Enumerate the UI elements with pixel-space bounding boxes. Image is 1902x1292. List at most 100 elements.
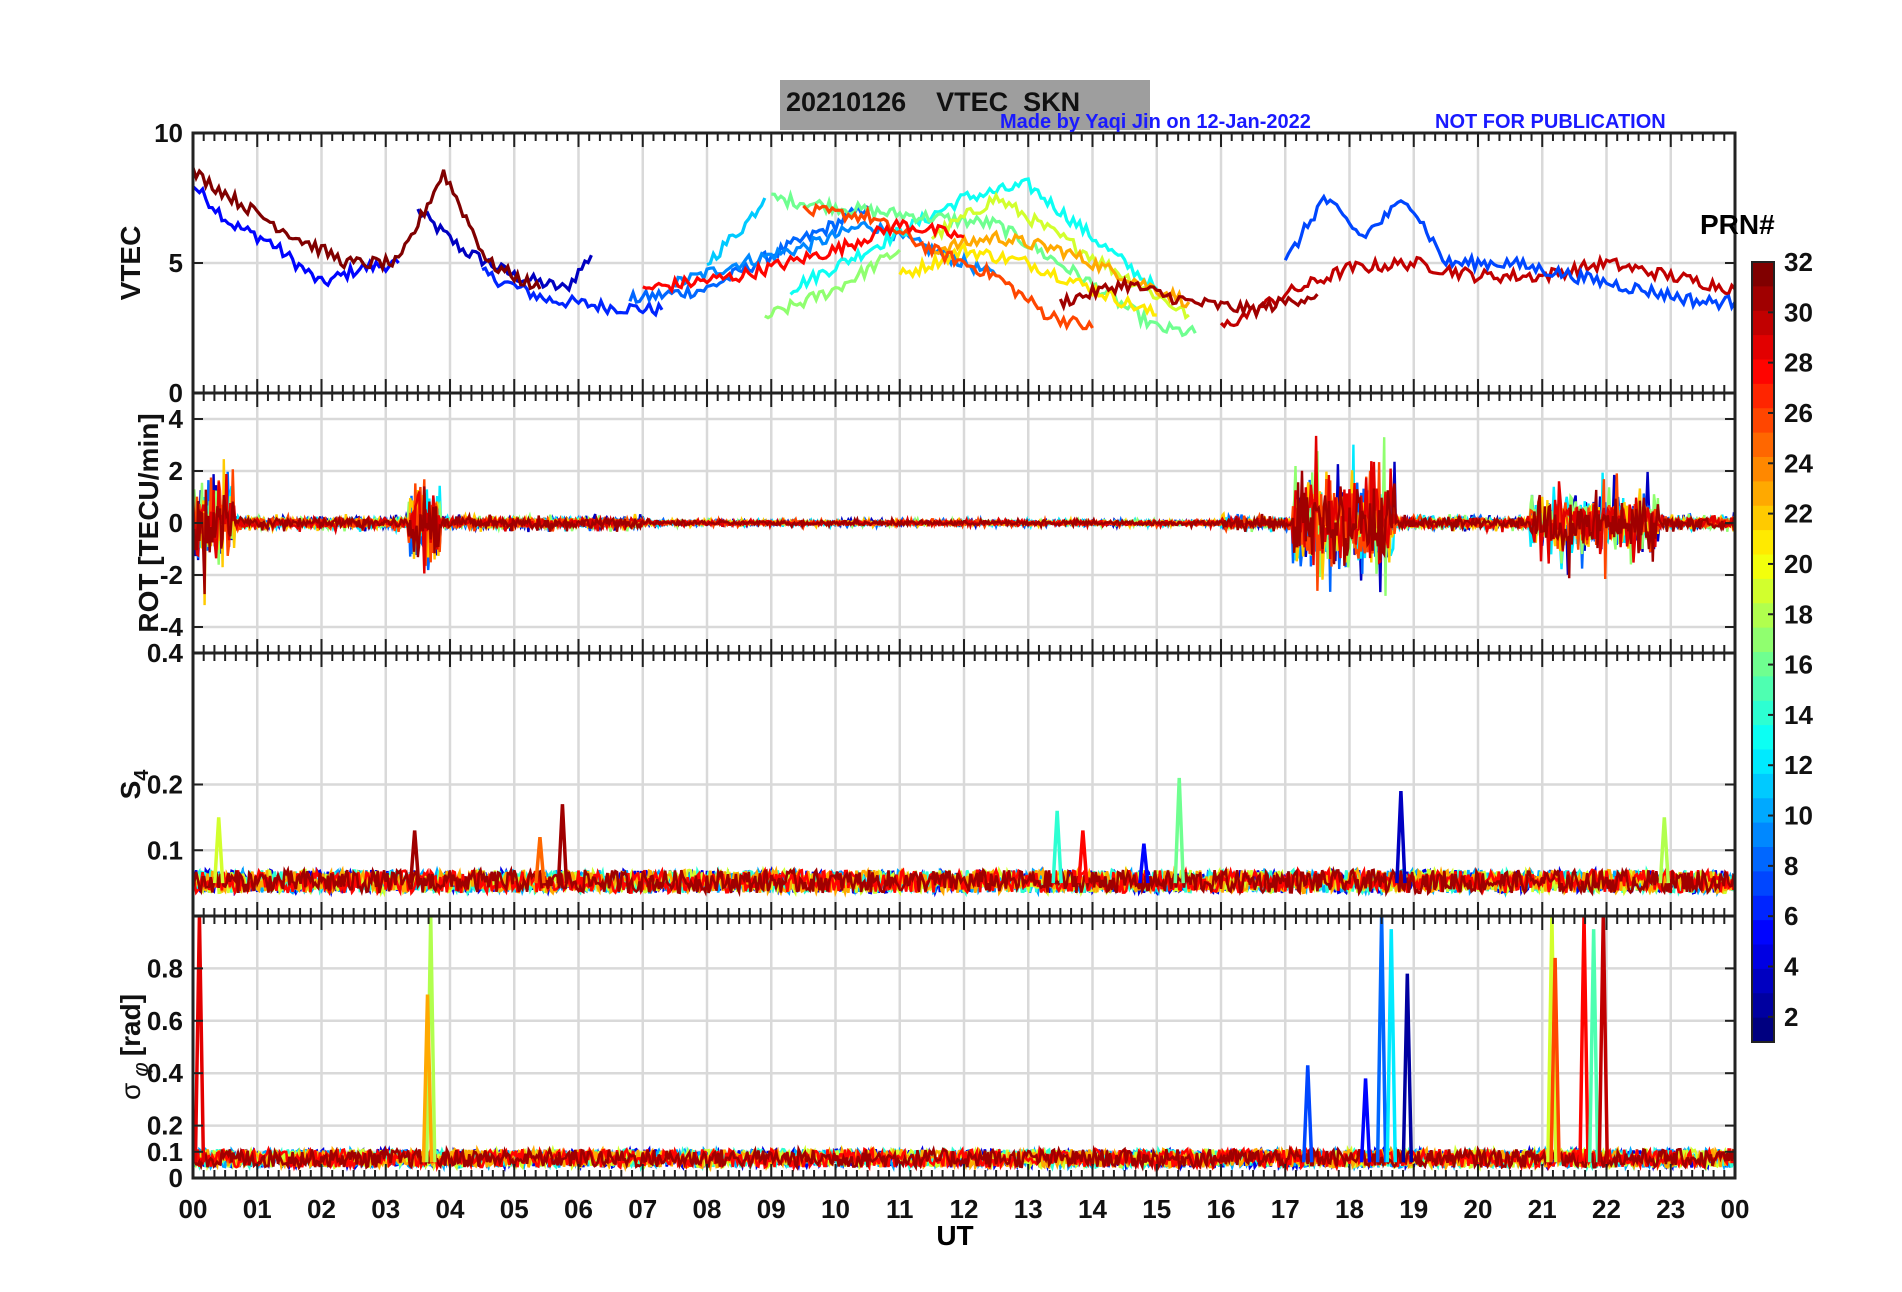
vtec-series-group: [193, 167, 1735, 338]
colorbar-segment: [1752, 725, 1774, 751]
colorbar-segment: [1752, 773, 1774, 800]
sigma_phi-spike-prn-26: [1549, 957, 1561, 1163]
x-tick-label: 15: [1142, 1194, 1171, 1224]
colorbar-segment: [1752, 481, 1774, 507]
sigma_phi-spike-prn-8: [1375, 916, 1388, 1163]
colorbar-segment: [1752, 944, 1774, 970]
rot-y-tick-label: -2: [160, 560, 183, 590]
s4-spike-prn-5: [1138, 843, 1150, 884]
colorbar-tick-label: 12: [1784, 750, 1813, 780]
x-tick-label: 00: [1721, 1194, 1750, 1224]
colorbar-segment: [1752, 457, 1774, 483]
text-layer: UT PRN#: [936, 209, 1775, 1251]
colorbar-segment: [1752, 895, 1774, 922]
colorbar-segment: [1752, 286, 1774, 312]
x-tick-label: 05: [500, 1194, 529, 1224]
rot-y-axis-label: ROT [TECU/min]: [133, 413, 164, 632]
x-axis-label: UT: [936, 1220, 973, 1251]
s4-y-tick-label: 0.1: [147, 835, 183, 865]
x-tick-label: 04: [436, 1194, 465, 1224]
x-tick-label: 08: [693, 1194, 722, 1224]
x-tick-label: 11: [886, 1194, 914, 1224]
s4-series-group: [193, 777, 1735, 898]
sigma_phi-y-tick-label: 0.1: [147, 1137, 183, 1167]
colorbar-segment: [1752, 700, 1774, 727]
rot-y-tick-label: 2: [169, 456, 183, 486]
s4-y-tick-label: 0.4: [147, 638, 184, 668]
sigma_phi-y-tick-label: 0: [169, 1163, 183, 1193]
colorbar-tick-label: 6: [1784, 901, 1798, 931]
colorbar-segment: [1752, 505, 1774, 532]
vtec-series-prn-5: [193, 185, 400, 288]
vtec-series-prn-32: [193, 167, 542, 291]
colorbar-tick-label: 4: [1784, 952, 1799, 982]
colorbar-segment: [1752, 627, 1774, 653]
vtec-series-prn-3: [416, 208, 593, 293]
x-tick-label: 02: [307, 1194, 336, 1224]
sigma_phi-spike-prn-5: [1359, 1078, 1372, 1163]
colorbar-segment: [1752, 1017, 1774, 1043]
vtec-series-prn-7: [1283, 193, 1735, 312]
colorbar-segment: [1752, 578, 1774, 605]
sigma-phi-y-axis-label: σ φ [rad]: [115, 994, 153, 1100]
colorbar-tick-label: 2: [1784, 1002, 1798, 1032]
x-tick-label: 03: [371, 1194, 400, 1224]
vtec-series-prn-6: [481, 266, 664, 318]
colorbar-segment: [1752, 968, 1774, 995]
colorbar-segment: [1752, 408, 1774, 434]
sigma_phi-spike-prn-19: [1546, 916, 1558, 1163]
sigma_phi-spike-prn-29: [193, 916, 206, 1163]
x-tick-label: 01: [243, 1194, 272, 1224]
x-tick-label: 23: [1656, 1194, 1685, 1224]
x-tick-label: 00: [179, 1194, 208, 1224]
s4-spike-prn-16: [1173, 777, 1185, 884]
s4-y-axis-label: S4: [115, 769, 153, 800]
author-credit: Made by Yaqi Jin on 12-Jan-2022: [1000, 111, 1311, 133]
x-tick-label: 17: [1271, 1194, 1300, 1224]
s4-spike-prn-31: [556, 804, 569, 884]
x-tick-label: 10: [821, 1194, 850, 1224]
sigma_phi-spike-prn-30: [1597, 916, 1610, 1163]
sigma_phi-y-tick-label: 0.2: [147, 1111, 183, 1141]
colorbar-segment: [1752, 310, 1774, 337]
colorbar-tick-label: 8: [1784, 851, 1798, 881]
sigma_phi-spike-prn-15: [1587, 929, 1600, 1163]
vtec-series-prn-13: [789, 177, 1158, 296]
colorbar-segment: [1752, 822, 1774, 848]
vtec-y-tick-label: 10: [154, 118, 183, 148]
colorbar-segment: [1752, 383, 1774, 410]
vtec-y-tick-label: 5: [169, 248, 183, 278]
x-tick-label: 09: [757, 1194, 786, 1224]
vtec-series-prn-26: [802, 202, 1094, 331]
colorbar-segment: [1752, 335, 1774, 361]
vtec-y-tick-label: 0: [169, 378, 183, 408]
colorbar-segment: [1752, 603, 1774, 629]
sigma_phi-y-tick-label: 0.6: [147, 1006, 183, 1036]
colorbar-segment: [1752, 530, 1774, 556]
s4-spike-prn-25: [534, 836, 546, 884]
colorbar-tick-label: 26: [1784, 398, 1813, 428]
x-tick-label: 13: [1014, 1194, 1043, 1224]
x-tick-label: 12: [950, 1194, 979, 1224]
s4-spike-prn-14: [1051, 810, 1063, 884]
sigma_phi-spike-prn-12: [1385, 929, 1398, 1163]
rot-y-tick-label: 4: [169, 404, 184, 434]
vtec-series-prn-31: [1058, 275, 1319, 320]
colorbar-segment: [1752, 871, 1774, 897]
colorbar-title: PRN#: [1700, 209, 1775, 240]
x-tick-label: 20: [1464, 1194, 1493, 1224]
colorbar-segment: [1752, 676, 1774, 702]
colorbar-tick-label: 16: [1784, 650, 1813, 680]
x-tick-label: 22: [1592, 1194, 1621, 1224]
colorbar-tick-label: 24: [1784, 448, 1813, 478]
colorbar-tick-label: 20: [1784, 549, 1813, 579]
sigma_phi-series-prn-31: [193, 1144, 1735, 1172]
publication-notice: NOT FOR PUBLICATION: [1435, 111, 1666, 133]
s4-spike-prn-18: [1658, 817, 1671, 884]
colorbar-tick-label: 22: [1784, 499, 1813, 529]
colorbar-tick-label: 10: [1784, 801, 1813, 831]
vtec-series-prn-17: [764, 248, 901, 320]
vtec-series-prn-28: [642, 217, 965, 295]
chart-title: 20210126 VTEC SKN: [786, 87, 1081, 117]
